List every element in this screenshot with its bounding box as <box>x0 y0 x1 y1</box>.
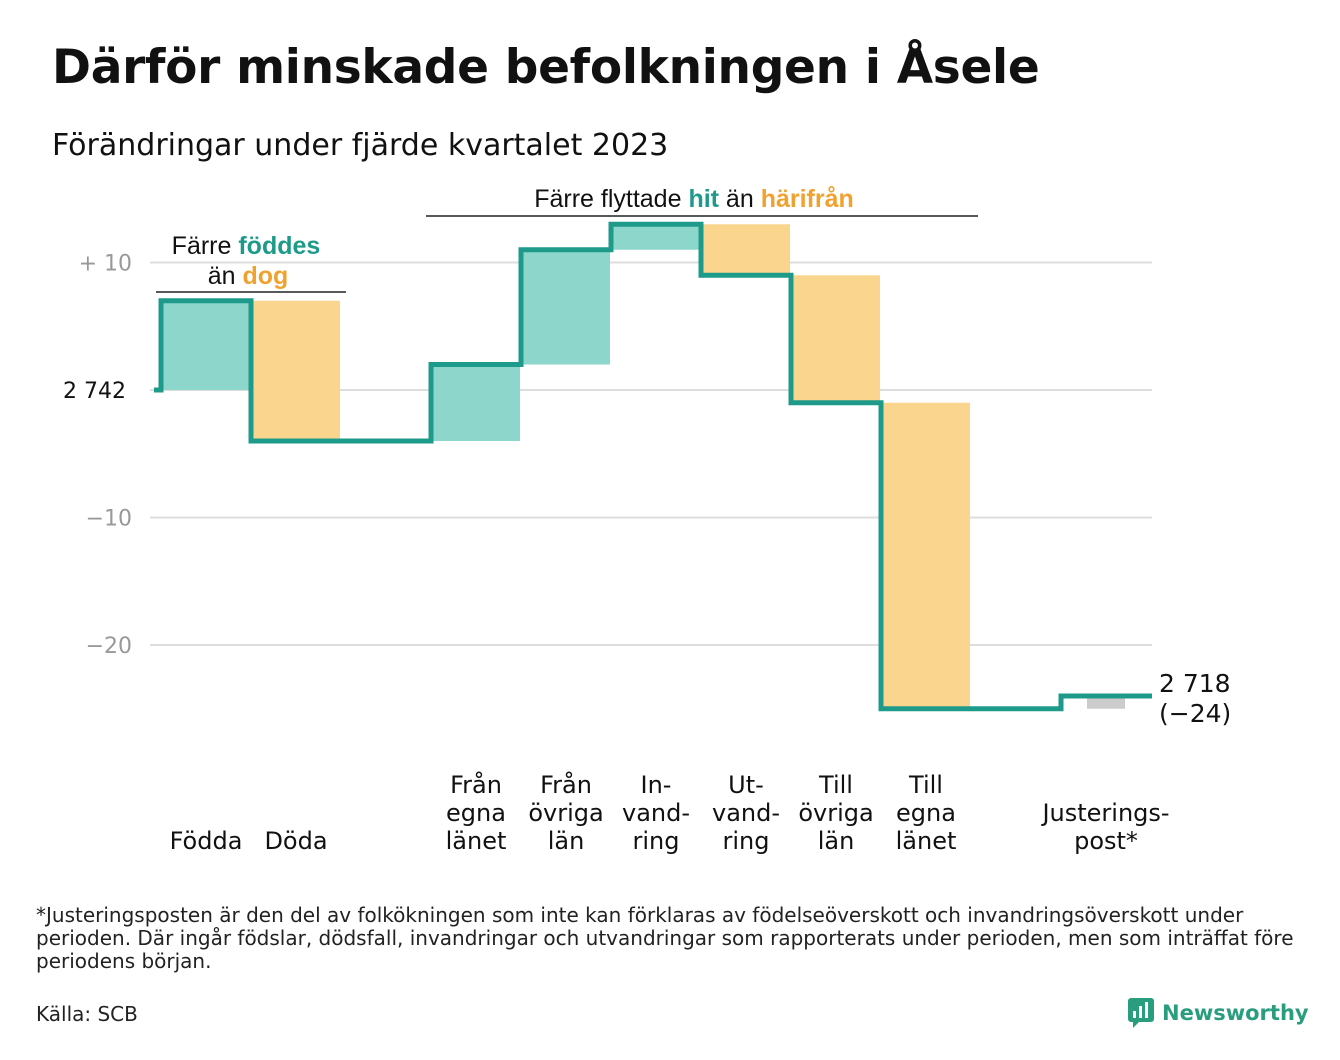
y-tick-label: −20 <box>86 634 132 659</box>
x-axis-label: egna <box>446 799 506 827</box>
bar <box>792 275 880 403</box>
x-axis-label: post* <box>1074 827 1138 855</box>
grid-lines <box>150 261 1152 646</box>
x-axis-label: Justerings- <box>1040 799 1169 827</box>
x-axis-label: In- <box>641 771 672 799</box>
chart-title: Därför minskade befolkningen i Åsele <box>52 40 1040 95</box>
source-label: Källa: SCB <box>36 1002 138 1026</box>
start-value-label: 2 742 <box>63 379 126 404</box>
bars <box>162 224 1125 709</box>
annotation-births: Färre föddes <box>172 232 321 260</box>
bar <box>702 224 790 276</box>
chart-subtitle: Förändringar under fjärde kvartalet 2023 <box>52 128 669 163</box>
y-tick-label: + 10 <box>79 252 132 277</box>
bar <box>882 402 970 709</box>
value-labels: 2 718(−24) <box>1159 669 1231 728</box>
x-axis-label: Döda <box>264 827 327 855</box>
bar <box>162 300 250 390</box>
x-axis-label: vand- <box>712 799 780 827</box>
x-axis-label: län <box>818 827 855 855</box>
x-axis-labels: Födda DödaFrånegnalänetFrånövrigalänIn-va… <box>170 770 1170 855</box>
x-axis-label: övriga <box>798 799 873 827</box>
brand-logo: Newsworthy <box>1128 998 1309 1028</box>
bar <box>612 224 700 250</box>
bar <box>432 364 520 441</box>
x-axis-label: egna <box>896 799 956 827</box>
x-axis-label: ring <box>633 827 680 855</box>
x-axis-label: Till <box>908 771 943 799</box>
x-axis-label: ring <box>723 827 770 855</box>
end-change-label: (−24) <box>1159 699 1231 728</box>
newsworthy-logo-icon <box>1128 998 1154 1028</box>
footnote: *Justeringsposten är den del av folkökni… <box>36 903 1294 973</box>
annotation-deaths: än dog <box>208 262 289 290</box>
bar <box>1087 696 1125 709</box>
x-axis-label: Från <box>450 770 502 799</box>
x-axis-label: Födda <box>170 827 243 855</box>
annotation-migration: Färre flyttade hit än härifrån <box>534 185 854 213</box>
x-axis-label: Till <box>818 771 853 799</box>
step-line <box>154 221 1152 712</box>
y-axis-ticks: + 10 −10 −20 2 742 <box>63 252 132 660</box>
bar <box>252 300 340 441</box>
x-axis-label: länet <box>896 827 957 855</box>
step-line-path <box>154 221 1152 712</box>
y-tick-label: −10 <box>86 507 132 532</box>
x-axis-label: vand- <box>622 799 690 827</box>
x-axis-label: Ut- <box>728 771 764 799</box>
end-value-label: 2 718 <box>1159 669 1231 698</box>
bar <box>522 249 610 365</box>
x-axis-label: övriga <box>528 799 603 827</box>
x-axis-label: länet <box>446 827 507 855</box>
x-axis-label: län <box>548 827 585 855</box>
x-axis-label: Från <box>540 770 592 799</box>
brand-name: Newsworthy <box>1162 1001 1309 1025</box>
